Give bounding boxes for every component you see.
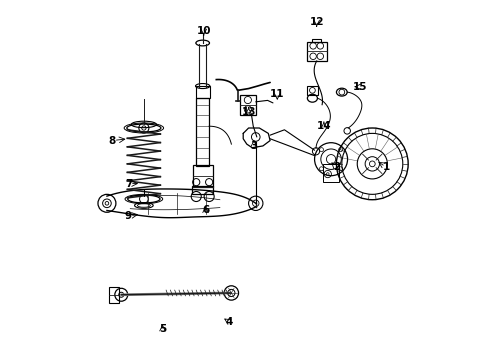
- Text: 13: 13: [242, 107, 256, 117]
- Text: 7: 7: [125, 179, 132, 189]
- Bar: [193, 165, 213, 187]
- Bar: [196, 86, 210, 98]
- Text: 6: 6: [202, 206, 209, 216]
- Text: 14: 14: [317, 121, 331, 131]
- Text: 2: 2: [333, 162, 340, 172]
- Text: 3: 3: [250, 141, 258, 151]
- Text: 5: 5: [159, 324, 166, 334]
- Bar: [240, 95, 256, 115]
- Text: 1: 1: [383, 162, 390, 172]
- Bar: [307, 86, 318, 95]
- Text: 9: 9: [125, 211, 132, 221]
- Text: 10: 10: [196, 26, 211, 36]
- Bar: [192, 186, 214, 194]
- Text: 12: 12: [310, 17, 324, 27]
- Bar: [307, 42, 327, 61]
- Bar: [109, 287, 120, 303]
- Text: 8: 8: [109, 136, 116, 145]
- Bar: [313, 39, 321, 42]
- Bar: [196, 98, 209, 166]
- Bar: [323, 164, 339, 182]
- Text: 11: 11: [270, 89, 285, 99]
- Text: 4: 4: [225, 317, 233, 327]
- Text: 15: 15: [352, 82, 367, 92]
